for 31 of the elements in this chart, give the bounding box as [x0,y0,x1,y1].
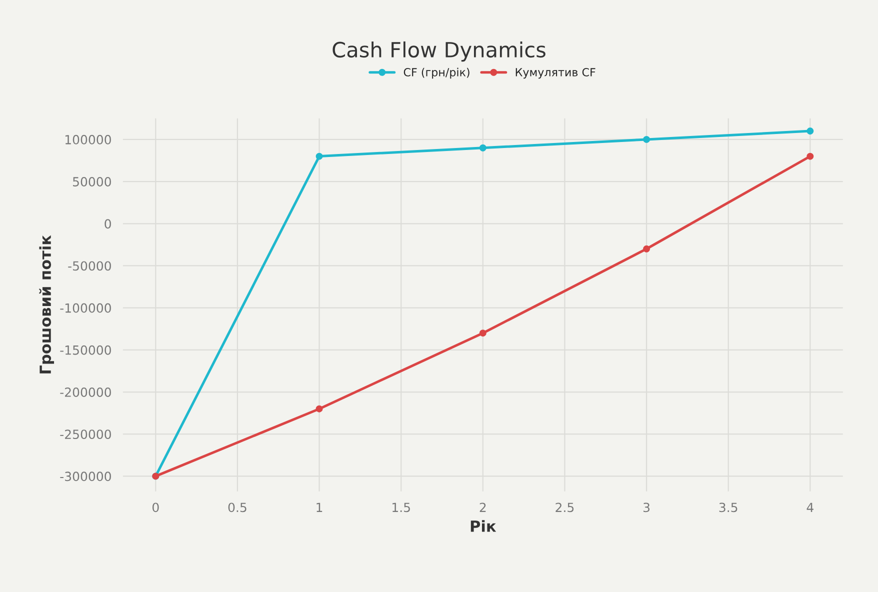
legend-label: Кумулятив CF [516,68,596,79]
x-tick-label: 1 [316,502,322,512]
point [643,245,650,252]
x-tick-label: 2 [480,502,486,512]
x-tick-label: 3 [644,502,650,512]
point [316,405,323,412]
y-tick-label: -100000 [60,303,111,313]
x-tick-label: 4 [806,502,814,512]
y-tick-label: -200000 [60,387,111,397]
x-tick-label: 0 [152,502,159,512]
point [806,128,814,134]
x-tick-label: 3.5 [719,502,738,512]
point [479,330,486,337]
x-tick-label: 0.5 [228,502,246,512]
y-axis-title: Грошовий потік [39,235,54,374]
point [479,144,486,152]
y-tick-label: 0 [104,219,111,229]
y-tick-label: 100000 [65,134,111,144]
y-tick-label: -150000 [60,345,111,355]
y-tick-label: -50000 [68,261,111,271]
x-axis-title: Рік [470,520,496,532]
point [316,152,323,160]
x-tick-label: 1.5 [392,502,410,512]
legend-label: CF (грн/рік) [404,68,470,79]
x-tick-label: 2.5 [556,502,574,512]
y-tick-label: 50000 [73,177,111,186]
point [643,136,650,143]
chart-title: Cash Flow Dynamics [332,41,546,62]
y-tick-label: -250000 [60,430,111,440]
point [806,152,814,160]
y-tick-label: -300000 [60,472,111,482]
